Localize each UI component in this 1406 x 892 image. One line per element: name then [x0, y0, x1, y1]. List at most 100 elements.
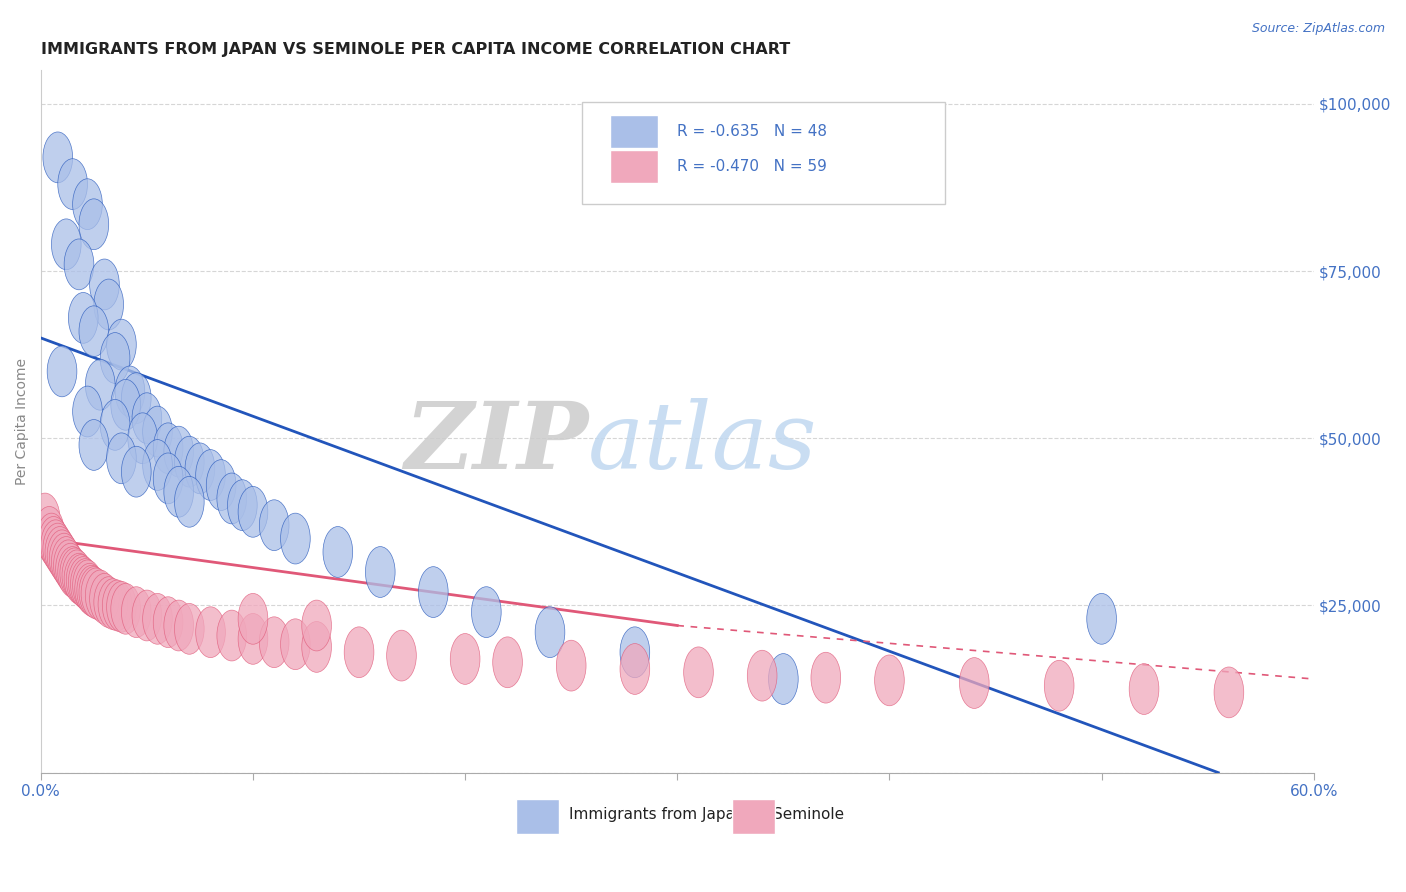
- Ellipse shape: [165, 426, 194, 477]
- Ellipse shape: [82, 568, 111, 619]
- Ellipse shape: [683, 647, 713, 698]
- Text: Seminole: Seminole: [773, 807, 844, 822]
- Text: atlas: atlas: [588, 398, 818, 488]
- Ellipse shape: [60, 548, 90, 599]
- Ellipse shape: [344, 627, 374, 678]
- Text: IMMIGRANTS FROM JAPAN VS SEMINOLE PER CAPITA INCOME CORRELATION CHART: IMMIGRANTS FROM JAPAN VS SEMINOLE PER CA…: [41, 42, 790, 57]
- Ellipse shape: [65, 239, 94, 290]
- Ellipse shape: [195, 450, 225, 500]
- Ellipse shape: [875, 655, 904, 706]
- Ellipse shape: [49, 533, 79, 584]
- Ellipse shape: [65, 553, 94, 604]
- Ellipse shape: [73, 386, 103, 437]
- Ellipse shape: [90, 259, 120, 310]
- Ellipse shape: [557, 640, 586, 691]
- Ellipse shape: [73, 560, 103, 611]
- Ellipse shape: [153, 453, 183, 504]
- Ellipse shape: [100, 400, 129, 450]
- Ellipse shape: [79, 419, 108, 470]
- Ellipse shape: [238, 614, 267, 665]
- Ellipse shape: [79, 566, 108, 617]
- Ellipse shape: [174, 476, 204, 527]
- Ellipse shape: [34, 507, 65, 558]
- Ellipse shape: [66, 555, 96, 606]
- FancyBboxPatch shape: [733, 799, 775, 834]
- Y-axis label: Per Capita Income: Per Capita Income: [15, 358, 30, 485]
- Ellipse shape: [165, 467, 194, 517]
- Ellipse shape: [90, 574, 120, 624]
- Ellipse shape: [107, 319, 136, 370]
- Ellipse shape: [281, 619, 311, 670]
- Ellipse shape: [53, 540, 83, 591]
- Ellipse shape: [536, 607, 565, 657]
- Ellipse shape: [132, 591, 162, 640]
- Ellipse shape: [73, 178, 103, 229]
- Ellipse shape: [121, 587, 150, 638]
- Ellipse shape: [98, 579, 128, 630]
- Text: Immigrants from Japan: Immigrants from Japan: [569, 807, 745, 822]
- Ellipse shape: [419, 566, 449, 617]
- Text: R = -0.470   N = 59: R = -0.470 N = 59: [678, 159, 827, 174]
- Ellipse shape: [811, 652, 841, 703]
- Ellipse shape: [62, 550, 91, 601]
- Ellipse shape: [37, 513, 66, 564]
- Ellipse shape: [44, 524, 73, 574]
- Ellipse shape: [217, 610, 246, 661]
- Ellipse shape: [302, 600, 332, 651]
- FancyBboxPatch shape: [610, 115, 658, 148]
- Ellipse shape: [959, 657, 990, 708]
- Text: ZIP: ZIP: [404, 398, 588, 488]
- Ellipse shape: [132, 392, 162, 443]
- Ellipse shape: [30, 493, 60, 544]
- Ellipse shape: [1045, 660, 1074, 711]
- Ellipse shape: [769, 654, 799, 705]
- Ellipse shape: [228, 480, 257, 531]
- Ellipse shape: [1213, 667, 1244, 718]
- Ellipse shape: [128, 413, 157, 464]
- FancyBboxPatch shape: [582, 102, 945, 204]
- Ellipse shape: [153, 597, 183, 648]
- Ellipse shape: [94, 577, 124, 627]
- Ellipse shape: [387, 630, 416, 681]
- Ellipse shape: [1087, 593, 1116, 644]
- Ellipse shape: [52, 537, 82, 588]
- Ellipse shape: [56, 543, 86, 594]
- Ellipse shape: [121, 373, 150, 424]
- Ellipse shape: [86, 359, 115, 410]
- Ellipse shape: [471, 587, 501, 638]
- Ellipse shape: [41, 520, 70, 571]
- Ellipse shape: [44, 132, 73, 183]
- Ellipse shape: [70, 558, 100, 609]
- Ellipse shape: [153, 423, 183, 474]
- Ellipse shape: [94, 279, 124, 330]
- Ellipse shape: [174, 436, 204, 487]
- Ellipse shape: [620, 643, 650, 694]
- Ellipse shape: [39, 516, 69, 567]
- Ellipse shape: [107, 582, 136, 632]
- Ellipse shape: [69, 557, 98, 607]
- Ellipse shape: [186, 443, 215, 494]
- Ellipse shape: [142, 406, 173, 457]
- Ellipse shape: [259, 500, 290, 550]
- Ellipse shape: [281, 513, 311, 564]
- Ellipse shape: [45, 526, 75, 577]
- Ellipse shape: [207, 459, 236, 510]
- Ellipse shape: [174, 604, 204, 654]
- FancyBboxPatch shape: [516, 799, 560, 834]
- Ellipse shape: [195, 607, 225, 657]
- Ellipse shape: [121, 446, 150, 497]
- Ellipse shape: [302, 622, 332, 673]
- Ellipse shape: [107, 433, 136, 483]
- Ellipse shape: [492, 637, 523, 688]
- Ellipse shape: [100, 333, 129, 384]
- Ellipse shape: [238, 593, 267, 644]
- Ellipse shape: [79, 199, 108, 250]
- Ellipse shape: [366, 547, 395, 598]
- Text: Source: ZipAtlas.com: Source: ZipAtlas.com: [1251, 22, 1385, 36]
- Ellipse shape: [142, 593, 173, 644]
- Ellipse shape: [238, 486, 267, 537]
- Ellipse shape: [111, 583, 141, 634]
- Ellipse shape: [1129, 664, 1159, 714]
- Ellipse shape: [165, 600, 194, 651]
- Ellipse shape: [86, 570, 115, 621]
